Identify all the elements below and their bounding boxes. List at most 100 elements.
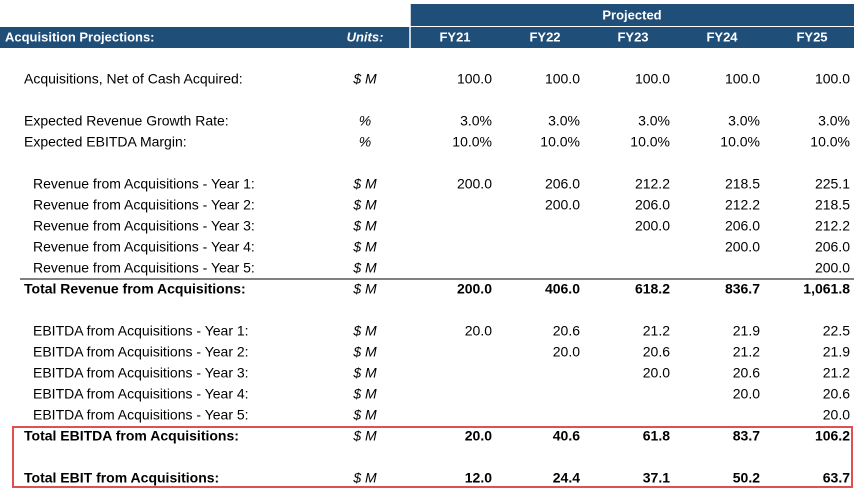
- row-units: $ M: [352, 197, 377, 213]
- cell-value: 10.0%: [720, 134, 760, 150]
- cell-value: 106.2: [815, 428, 850, 444]
- cell-value: 206.0: [545, 176, 580, 192]
- cell-value: 225.1: [815, 176, 850, 192]
- cell-value: 10.0%: [452, 134, 492, 150]
- units-header: Units:: [347, 29, 384, 44]
- cell-value: 206.0: [725, 218, 760, 234]
- row-units: %: [359, 134, 371, 150]
- row-label: EBITDA from Acquisitions - Year 3:: [33, 365, 249, 381]
- column-header: FY22: [529, 29, 560, 44]
- cell-value: 61.8: [643, 428, 670, 444]
- row-units: %: [359, 113, 371, 129]
- row-label: Revenue from Acquisitions - Year 5:: [33, 260, 255, 276]
- cell-value: 3.0%: [818, 113, 850, 129]
- column-header-bg: [0, 27, 854, 48]
- cell-value: 10.0%: [810, 134, 850, 150]
- row-label: Expected Revenue Growth Rate:: [24, 113, 229, 129]
- column-header: FY21: [439, 29, 470, 44]
- cell-value: 100.0: [457, 71, 492, 87]
- cell-value: 20.0: [823, 407, 850, 423]
- row-label: Total Revenue from Acquisitions:: [24, 281, 246, 297]
- row-label: EBITDA from Acquisitions - Year 4:: [33, 386, 249, 402]
- row-units: $ M: [352, 428, 377, 444]
- cell-value: 3.0%: [548, 113, 580, 129]
- row-label: Total EBITDA from Acquisitions:: [24, 428, 239, 444]
- cell-value: 212.2: [815, 218, 850, 234]
- cell-value: 37.1: [643, 470, 670, 486]
- row-label: Revenue from Acquisitions - Year 2:: [33, 197, 255, 213]
- cell-value: 100.0: [815, 71, 850, 87]
- row-units: $ M: [352, 344, 377, 360]
- cell-value: 3.0%: [460, 113, 492, 129]
- row-units: $ M: [352, 218, 377, 234]
- cell-value: 200.0: [635, 218, 670, 234]
- cell-value: 83.7: [733, 428, 760, 444]
- row-label: EBITDA from Acquisitions - Year 5:: [33, 407, 249, 423]
- cell-value: 40.6: [553, 428, 580, 444]
- row-units: $ M: [352, 71, 377, 87]
- cell-value: 21.2: [823, 365, 850, 381]
- row-units: $ M: [352, 386, 377, 402]
- row-units: $ M: [352, 260, 377, 276]
- cell-value: 218.5: [815, 197, 850, 213]
- cell-value: 200.0: [815, 260, 850, 276]
- cell-value: 200.0: [457, 176, 492, 192]
- cell-value: 10.0%: [630, 134, 670, 150]
- cell-value: 212.2: [725, 197, 760, 213]
- cell-value: 50.2: [733, 470, 760, 486]
- row-label: Revenue from Acquisitions - Year 3:: [33, 218, 255, 234]
- cell-value: 100.0: [635, 71, 670, 87]
- cell-value: 20.0: [465, 428, 492, 444]
- row-units: $ M: [352, 176, 377, 192]
- cell-value: 20.0: [553, 344, 580, 360]
- row-label: Revenue from Acquisitions - Year 4:: [33, 239, 255, 255]
- projected-label: Projected: [602, 7, 661, 22]
- cell-value: 20.6: [553, 323, 580, 339]
- highlight-box: [12, 426, 853, 488]
- cell-value: 212.2: [635, 176, 670, 192]
- row-label: Revenue from Acquisitions - Year 1:: [33, 176, 255, 192]
- cell-value: 20.6: [733, 365, 760, 381]
- row-units: $ M: [352, 323, 377, 339]
- cell-value: 21.9: [733, 323, 760, 339]
- cell-value: 206.0: [815, 239, 850, 255]
- cell-value: 200.0: [725, 239, 760, 255]
- cell-value: 206.0: [635, 197, 670, 213]
- cell-value: 836.7: [725, 281, 760, 297]
- cell-value: 218.5: [725, 176, 760, 192]
- row-label: Total EBIT from Acquisitions:: [24, 470, 219, 486]
- cell-value: 24.4: [553, 470, 580, 486]
- cell-value: 10.0%: [540, 134, 580, 150]
- row-label: Expected EBITDA Margin:: [24, 134, 187, 150]
- cell-value: 200.0: [545, 197, 580, 213]
- row-units: $ M: [352, 407, 377, 423]
- cell-value: 63.7: [823, 470, 850, 486]
- row-units: $ M: [352, 470, 377, 486]
- cell-value: 20.0: [465, 323, 492, 339]
- cell-value: 12.0: [465, 470, 492, 486]
- column-header: FY24: [706, 29, 738, 44]
- column-header: FY25: [796, 29, 827, 44]
- cell-value: 618.2: [635, 281, 670, 297]
- cell-value: 100.0: [725, 71, 760, 87]
- row-units: $ M: [352, 365, 377, 381]
- cell-value: 3.0%: [728, 113, 760, 129]
- cell-value: 20.0: [643, 365, 670, 381]
- cell-value: 21.2: [733, 344, 760, 360]
- row-label: Acquisitions, Net of Cash Acquired:: [24, 71, 243, 87]
- cell-value: 1,061.8: [803, 281, 850, 297]
- cell-value: 200.0: [457, 281, 492, 297]
- projected-header-bg: [410, 4, 854, 26]
- cell-value: 406.0: [545, 281, 580, 297]
- cell-value: 20.6: [643, 344, 670, 360]
- column-header: FY23: [617, 29, 648, 44]
- table-title: Acquisition Projections:: [5, 29, 155, 44]
- row-units: $ M: [352, 281, 377, 297]
- cell-value: 3.0%: [638, 113, 670, 129]
- cell-value: 22.5: [823, 323, 850, 339]
- cell-value: 100.0: [545, 71, 580, 87]
- row-units: $ M: [352, 239, 377, 255]
- cell-value: 20.0: [733, 386, 760, 402]
- cell-value: 20.6: [823, 386, 850, 402]
